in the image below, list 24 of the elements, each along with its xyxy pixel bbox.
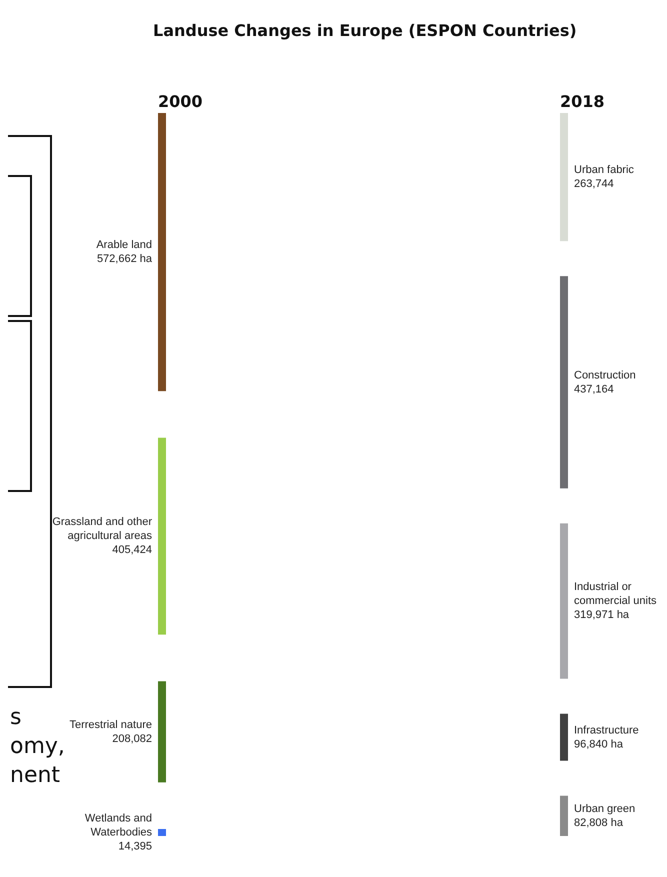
category-label: Grassland and other agricultural areas xyxy=(52,516,152,542)
category-label: Urban green xyxy=(574,802,636,815)
category-label: Wetlands and Waterbodies xyxy=(84,812,152,839)
data-label: 572,662 ha xyxy=(96,253,153,266)
data-label: 263,744 xyxy=(574,178,614,190)
category-label: Urban fabric xyxy=(574,164,634,176)
category-label: Arable land xyxy=(96,239,152,252)
text: nent xyxy=(10,763,60,788)
data-label: 14,395 xyxy=(118,840,152,853)
category-label: Industrial or commercial units xyxy=(574,581,658,608)
category-label: Terrestrial nature xyxy=(69,718,152,731)
text: Landuse Changes in Europe (ESPON Countries) xyxy=(153,21,577,40)
text: 2018 xyxy=(560,92,605,111)
category-label: Infrastructure xyxy=(574,724,639,736)
data-label: 96,840 ha xyxy=(574,738,624,750)
category-label: Construction xyxy=(574,369,636,382)
data-label: 82,808 ha xyxy=(574,816,624,829)
text: s xyxy=(10,705,22,730)
text: 2000 xyxy=(158,92,203,111)
data-label: 437,164 xyxy=(574,383,614,396)
data-label: 319,971 ha xyxy=(574,609,630,622)
data-label: 208,082 xyxy=(112,732,152,745)
data-label: 405,424 xyxy=(112,544,152,556)
text: omy, xyxy=(10,734,65,759)
